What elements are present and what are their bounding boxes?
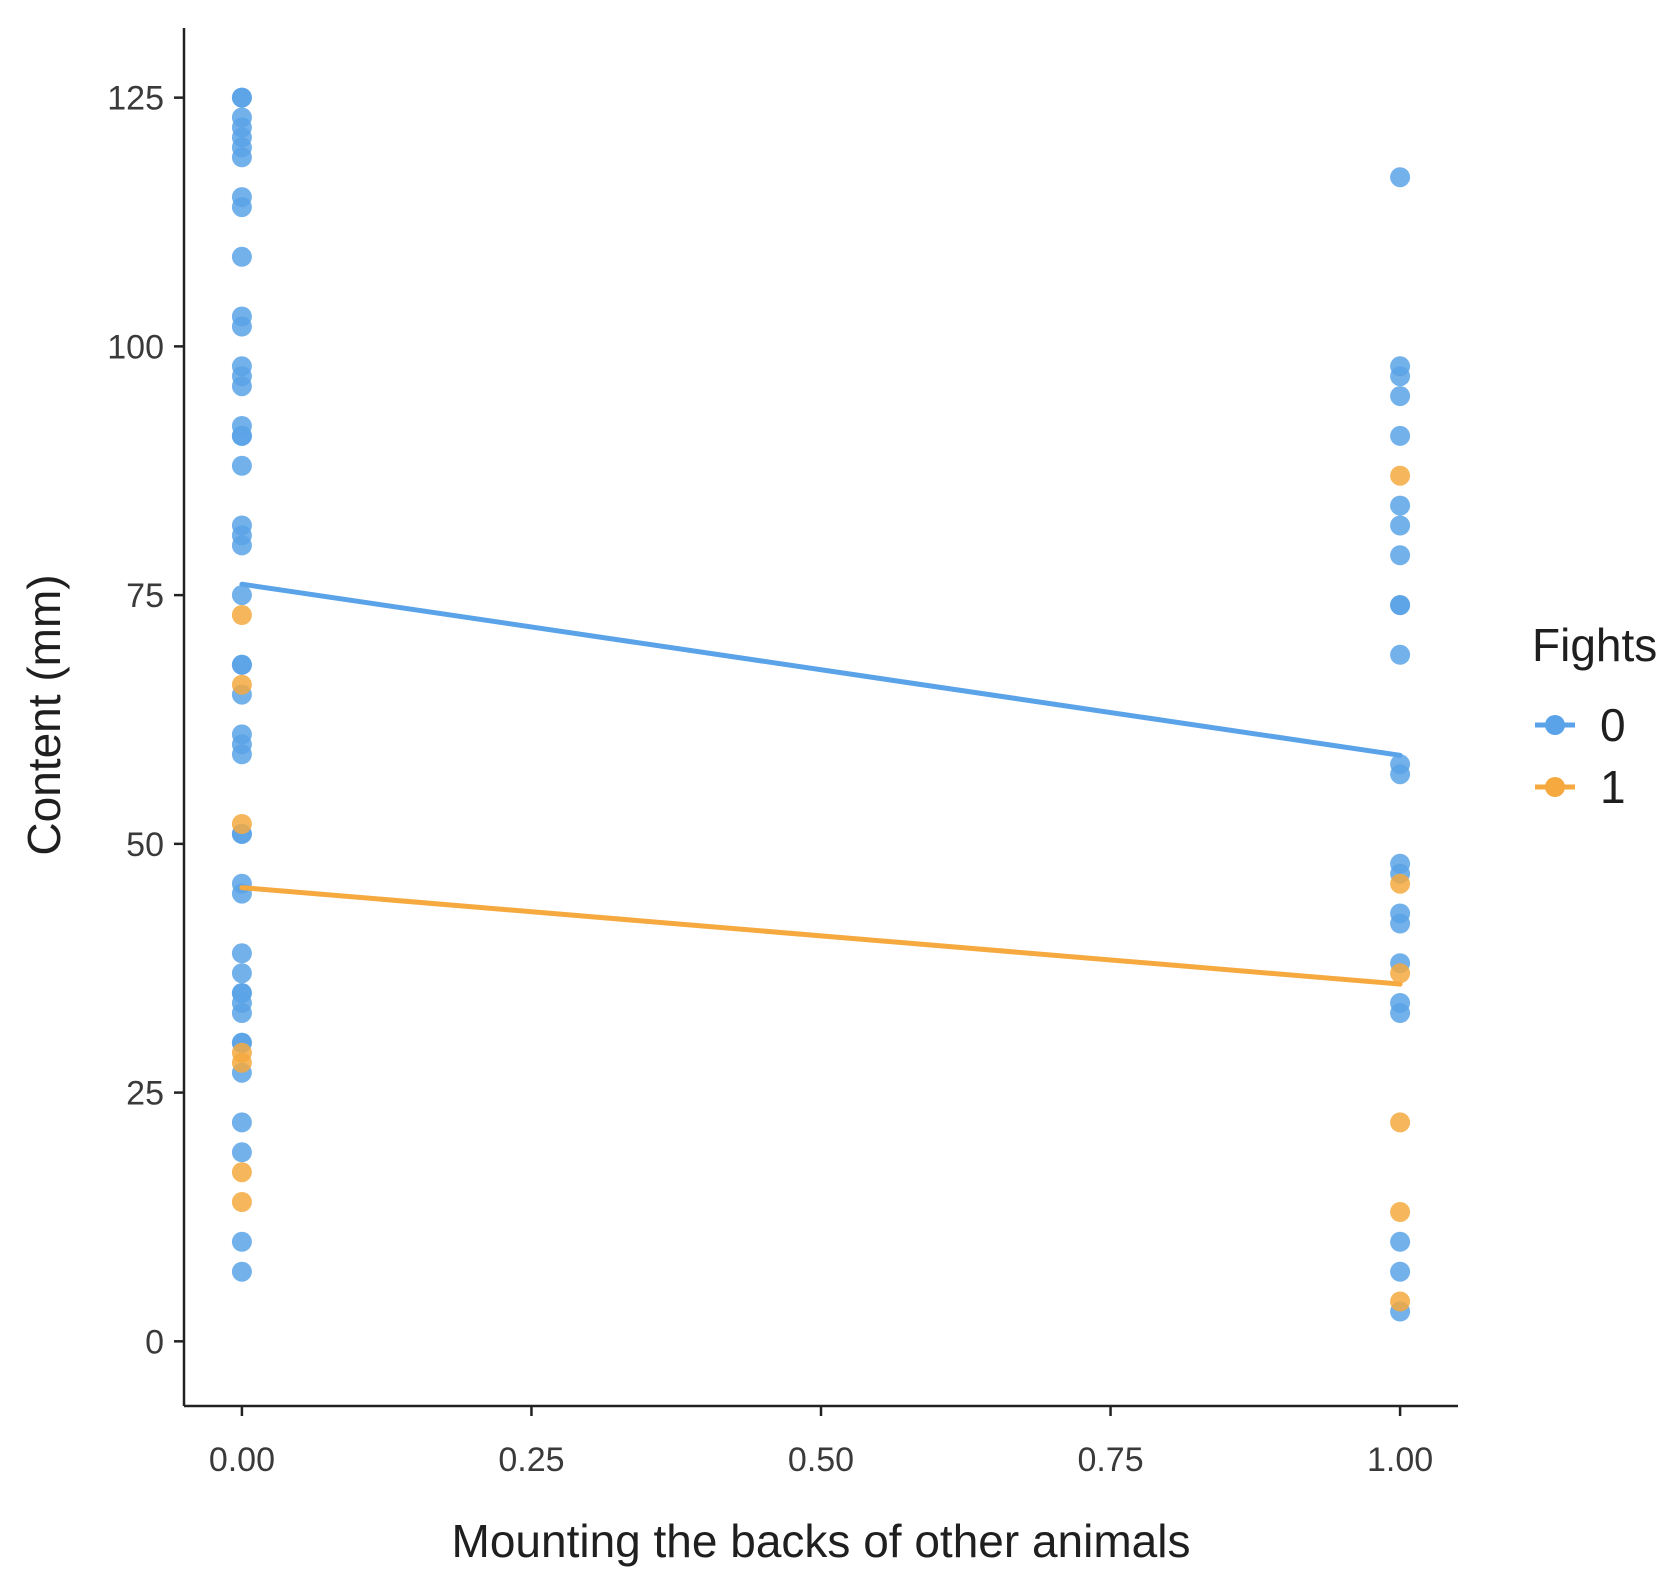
- data-point-series-1: [1390, 1202, 1411, 1222]
- data-point-series-0: [1390, 495, 1411, 516]
- legend-title: Fights: [1532, 619, 1657, 671]
- ticks: 0.00 0.25 0.50 0.75 1.00 0 25 50 75 100 125: [107, 80, 1433, 1479]
- legend-item-0: 0: [1535, 699, 1626, 751]
- data-point-series-0: [1390, 644, 1411, 665]
- data-point-series-0: [231, 943, 252, 964]
- data-point-series-0: [1390, 595, 1411, 616]
- data-point-series-1: [231, 1192, 252, 1212]
- legend-item-1: 1: [1535, 761, 1626, 813]
- fit-line-series-0: [239, 581, 1403, 758]
- x-tick-label: 1.00: [1367, 1441, 1433, 1479]
- data-point-series-0: [231, 963, 252, 984]
- data-point-series-0: [1390, 1231, 1411, 1252]
- data-point-series-1: [231, 1052, 252, 1073]
- data-point-series-0: [1390, 425, 1411, 446]
- data-point-series-1: [231, 814, 252, 834]
- data-point-series-0: [231, 376, 252, 397]
- data-point-series-1: [1390, 465, 1411, 486]
- legend-label: 1: [1600, 761, 1626, 813]
- data-point-series-1: [1390, 963, 1411, 984]
- x-tick-label: 0.00: [209, 1441, 275, 1479]
- legend-items: 01: [1535, 699, 1626, 813]
- data-point-series-0: [1390, 1003, 1411, 1023]
- data-point-series-1: [1390, 1112, 1411, 1133]
- legend-key-point: [1545, 715, 1565, 735]
- data-point-series-0: [1390, 386, 1411, 407]
- data-point-series-0: [231, 1003, 252, 1023]
- x-axis-title: Mounting the backs of other animals: [452, 1515, 1191, 1567]
- data-point-series-0: [231, 87, 252, 108]
- y-tick-label: 50: [126, 826, 164, 864]
- data-point-series-0: [1390, 545, 1411, 566]
- y-tick-label: 125: [107, 80, 164, 118]
- data-point-series-1: [231, 605, 252, 625]
- y-tick-label: 0: [145, 1323, 164, 1361]
- data-point-series-0: [1390, 167, 1411, 188]
- data-point-series-0: [231, 1261, 252, 1282]
- data-point-series-0: [231, 1142, 252, 1163]
- data-point-series-0: [1390, 764, 1411, 785]
- y-tick-label: 75: [126, 577, 164, 615]
- y-tick-label: 25: [126, 1075, 164, 1113]
- data-points-layer: [231, 87, 1411, 1322]
- data-point-series-0: [231, 455, 252, 476]
- data-point-series-0: [231, 535, 252, 556]
- y-axis-title: Content (mm): [18, 574, 70, 855]
- data-point-series-0: [231, 1112, 252, 1133]
- x-tick-label: 0.75: [1077, 1441, 1143, 1479]
- legend-key-point: [1545, 777, 1565, 797]
- data-point-series-0: [231, 1231, 252, 1252]
- data-point-series-0: [1390, 366, 1411, 387]
- data-point-series-0: [231, 585, 252, 606]
- data-point-series-0: [231, 425, 252, 446]
- data-point-series-0: [231, 744, 252, 765]
- fit-lines-layer: [239, 581, 1403, 987]
- data-point-series-0: [1390, 913, 1411, 934]
- axes: [182, 28, 1458, 1408]
- data-point-series-1: [231, 1162, 252, 1183]
- x-tick-label: 0.50: [788, 1441, 854, 1479]
- data-point-series-0: [231, 246, 252, 267]
- data-point-series-0: [231, 654, 252, 675]
- legend-label: 0: [1600, 699, 1626, 751]
- x-tick-label: 0.25: [498, 1441, 564, 1479]
- data-point-series-1: [1390, 1291, 1411, 1312]
- y-tick-label: 100: [107, 328, 164, 366]
- legend: Fights 01: [1532, 619, 1657, 813]
- data-point-series-0: [231, 197, 252, 218]
- data-point-series-0: [1390, 515, 1411, 536]
- data-point-series-0: [231, 316, 252, 337]
- data-point-series-0: [231, 147, 252, 168]
- data-point-series-0: [1390, 1261, 1411, 1282]
- data-point-series-1: [1390, 873, 1411, 894]
- fit-line-series-1: [239, 885, 1403, 987]
- data-point-series-1: [231, 674, 252, 695]
